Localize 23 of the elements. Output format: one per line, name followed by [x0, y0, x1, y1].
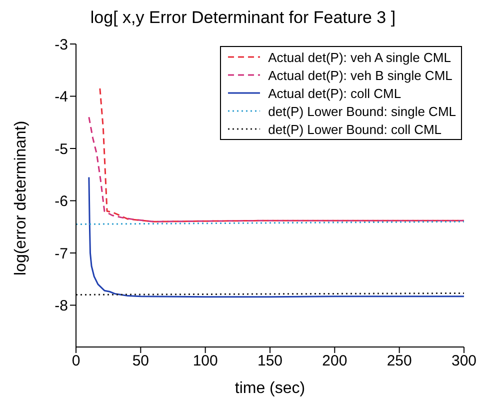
y-tick-label: -4 — [54, 88, 68, 106]
y-tick-label: -6 — [54, 193, 68, 210]
x-tick-label: 50 — [132, 352, 150, 370]
x-tick-label: 200 — [322, 352, 348, 370]
line-series — [99, 88, 464, 222]
y-axis-title: log(error determinant) — [12, 120, 30, 276]
legend-label: Actual det(P): veh A single CML — [268, 50, 451, 64]
legend-label: det(P) Lower Bound: coll CML — [268, 122, 442, 136]
chart-title: log[ x,y Error Determinant for Feature 3 ] — [89, 8, 397, 29]
x-tick-label: 300 — [451, 352, 477, 370]
y-tick-label: -3 — [54, 36, 68, 54]
y-tick-label: -5 — [54, 140, 68, 158]
y-tick-label: -8 — [54, 298, 68, 315]
x-axis-title: time (sec) — [234, 380, 306, 397]
x-tick-label: 0 — [72, 352, 80, 370]
line-series — [88, 176, 464, 298]
y-tick-label: -7 — [54, 245, 68, 262]
legend-label: det(P) Lower Bound: single CML — [268, 104, 456, 118]
x-tick-label: 250 — [386, 352, 412, 370]
x-tick-label: 100 — [192, 352, 218, 370]
x-tick-label: 150 — [257, 352, 283, 370]
legend-label: Actual det(P): veh B single CML — [268, 68, 452, 82]
legend-label: Actual det(P): coll CML — [268, 86, 402, 100]
